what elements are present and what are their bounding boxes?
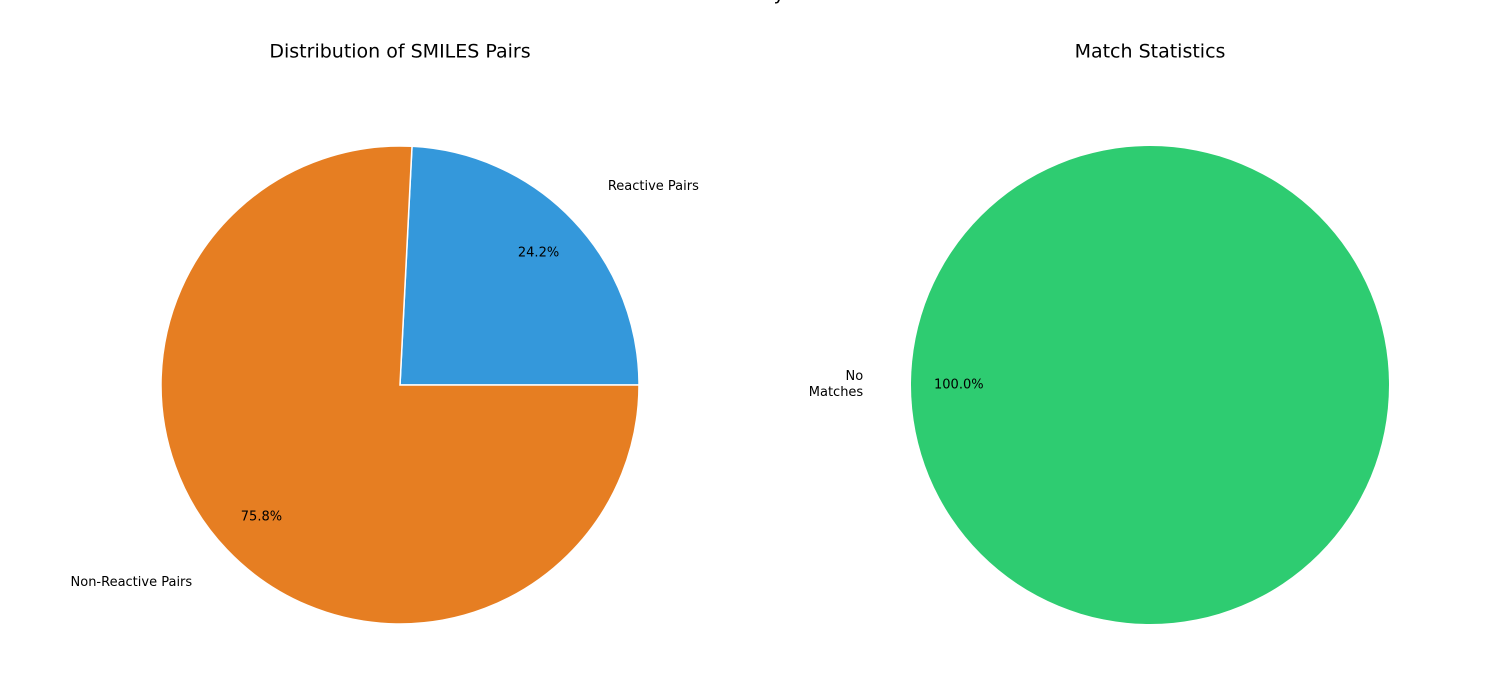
figure-title: SMILES Pair Analysis Results xyxy=(615,0,884,5)
slice-percent: 24.2% xyxy=(518,246,559,261)
slice-percent: 75.8% xyxy=(241,509,282,524)
pie-title: Match Statistics xyxy=(1075,41,1226,63)
pie-slice xyxy=(160,145,640,625)
pie-slice xyxy=(399,145,640,386)
pie-slice xyxy=(911,146,1389,624)
slice-label: No Matches xyxy=(808,369,864,400)
slice-label: Reactive Pairs xyxy=(607,179,699,195)
pie-title: Distribution of SMILES Pairs xyxy=(269,41,530,63)
slice-label: Non-Reactive Pairs xyxy=(70,574,193,590)
slice-percent: 100.0% xyxy=(934,378,984,393)
